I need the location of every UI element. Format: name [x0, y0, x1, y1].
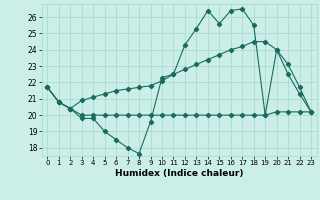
- X-axis label: Humidex (Indice chaleur): Humidex (Indice chaleur): [115, 169, 244, 178]
